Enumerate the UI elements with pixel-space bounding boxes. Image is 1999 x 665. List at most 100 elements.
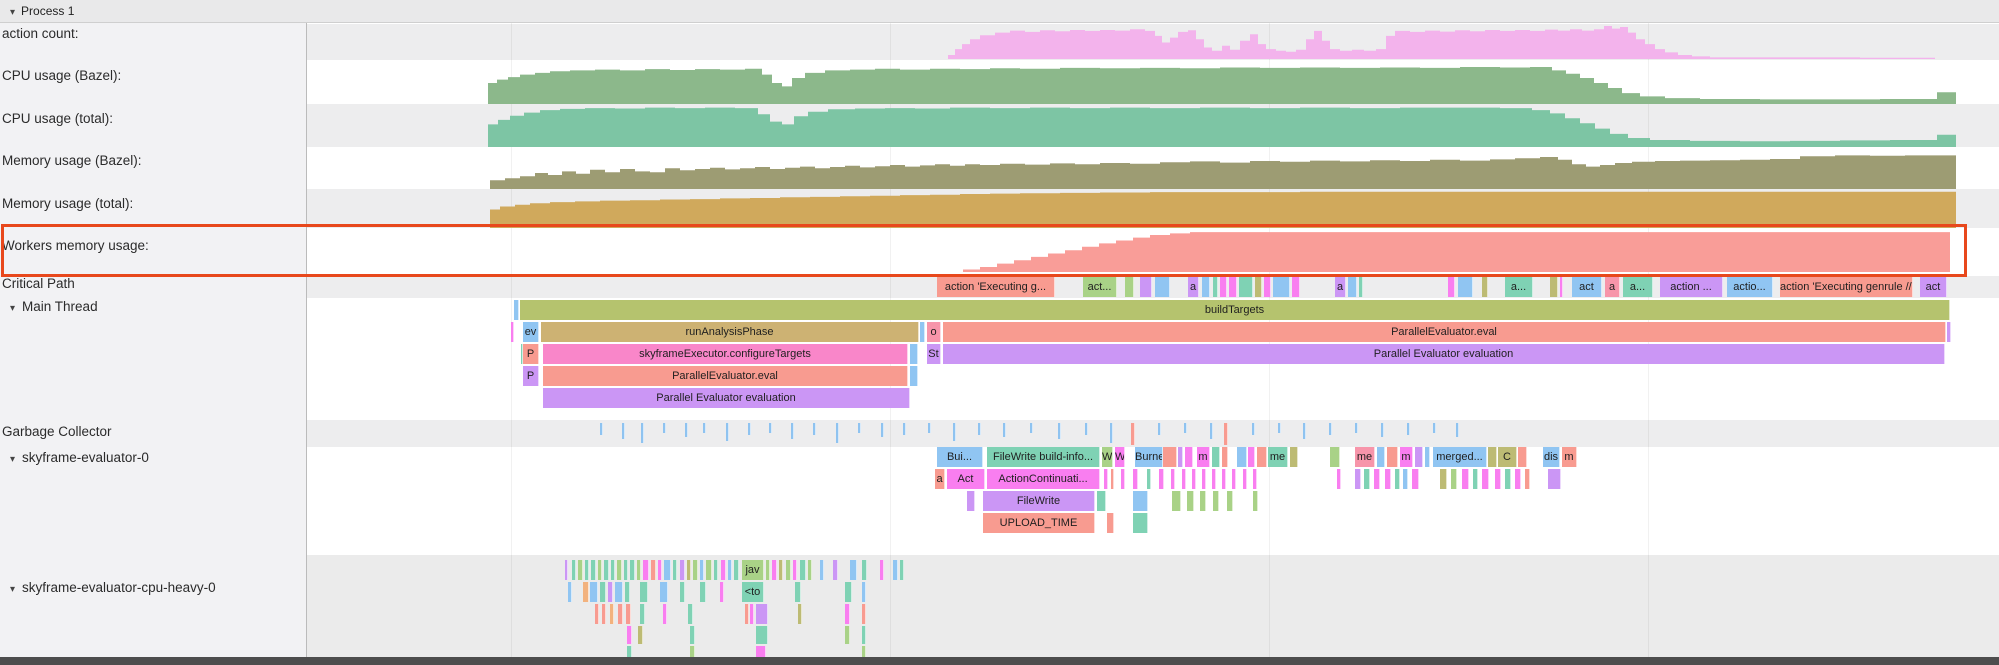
trace-event-sliver[interactable] <box>608 582 613 602</box>
trace-event-sliver[interactable] <box>1237 447 1247 467</box>
trace-event-sliver[interactable] <box>1253 491 1258 511</box>
trace-event-sliver[interactable] <box>624 560 628 580</box>
trace-event-sliver[interactable] <box>1104 469 1108 489</box>
trace-event-sliver[interactable] <box>769 423 772 433</box>
trace-event-sliver[interactable] <box>627 646 632 657</box>
trace-event-sliver[interactable] <box>978 423 981 435</box>
trace-event-block[interactable]: jav <box>742 560 764 580</box>
trace-event-block[interactable]: skyframeExecutor.configureTargets <box>543 344 908 364</box>
trace-event-sliver[interactable] <box>1303 423 1306 439</box>
trace-event-sliver[interactable] <box>591 560 596 580</box>
trace-event-sliver[interactable] <box>700 582 706 602</box>
trace-event-sliver[interactable] <box>1505 469 1511 489</box>
trace-event-sliver[interactable] <box>1097 491 1106 511</box>
trace-event-sliver[interactable] <box>772 560 777 580</box>
trace-event-block[interactable]: a... <box>1623 277 1653 297</box>
trace-event-sliver[interactable] <box>663 604 667 624</box>
trace-event-sliver[interactable] <box>862 560 867 580</box>
trace-event-sliver[interactable] <box>1947 322 1951 342</box>
trace-event-sliver[interactable] <box>511 322 514 342</box>
trace-event-sliver[interactable] <box>700 560 704 580</box>
sidebar-item-main-thread[interactable]: ▾ Main Thread <box>10 299 98 314</box>
trace-event-sliver[interactable] <box>1133 513 1148 533</box>
trace-event-sliver[interactable] <box>714 560 718 580</box>
trace-event-block[interactable]: a <box>935 469 945 489</box>
trace-event-sliver[interactable] <box>728 560 732 580</box>
trace-event-sliver[interactable] <box>845 604 850 624</box>
trace-event-block[interactable]: FileWrite <box>983 491 1095 511</box>
trace-event-sliver[interactable] <box>820 560 824 580</box>
trace-event-sliver[interactable] <box>1202 277 1210 297</box>
trace-event-sliver[interactable] <box>1337 469 1341 489</box>
trace-event-sliver[interactable] <box>521 344 523 364</box>
trace-event-sliver[interactable] <box>903 423 906 435</box>
trace-event-sliver[interactable] <box>1264 277 1271 297</box>
trace-event-sliver[interactable] <box>604 560 609 580</box>
trace-event-sliver[interactable] <box>1548 469 1561 489</box>
trace-event-sliver[interactable] <box>748 423 751 435</box>
trace-event-sliver[interactable] <box>845 582 852 602</box>
trace-event-sliver[interactable] <box>779 560 783 580</box>
trace-event-sliver[interactable] <box>600 423 603 435</box>
collapse-arrow-icon[interactable]: ▾ <box>10 584 16 595</box>
trace-event-sliver[interactable] <box>858 423 861 433</box>
trace-event-sliver[interactable] <box>627 626 632 644</box>
trace-event-sliver[interactable] <box>1171 469 1175 489</box>
trace-event-sliver[interactable] <box>1451 469 1457 489</box>
trace-event-sliver[interactable] <box>1121 469 1125 489</box>
trace-event-block[interactable]: buildTargets <box>520 300 1950 320</box>
trace-event-sliver[interactable] <box>1178 447 1183 467</box>
trace-event-block[interactable]: me <box>1268 447 1288 467</box>
trace-event-sliver[interactable] <box>1210 423 1213 439</box>
trace-event-sliver[interactable] <box>1239 277 1253 297</box>
memory-usage-bazel-chart[interactable] <box>0 149 1999 189</box>
trace-event-sliver[interactable] <box>1488 447 1497 467</box>
trace-event-sliver[interactable] <box>1110 423 1113 443</box>
trace-event-sliver[interactable] <box>793 560 797 580</box>
trace-event-block[interactable]: St <box>927 344 941 364</box>
trace-event-sliver[interactable] <box>850 560 857 580</box>
trace-event-sliver[interactable] <box>687 560 691 580</box>
trace-event-block[interactable]: a <box>1605 277 1620 297</box>
trace-event-block[interactable]: me <box>1355 447 1375 467</box>
trace-event-sliver[interactable] <box>1213 491 1219 511</box>
trace-event-sliver[interactable] <box>1462 469 1469 489</box>
trace-event-block[interactable]: P <box>523 366 539 386</box>
trace-event-sliver[interactable] <box>1248 447 1255 467</box>
trace-event-sliver[interactable] <box>600 582 606 602</box>
action-count-chart[interactable] <box>0 26 1999 59</box>
trace-event-sliver[interactable] <box>1212 447 1220 467</box>
trace-event-sliver[interactable] <box>1355 469 1361 489</box>
cpu-usage-total-chart[interactable] <box>0 106 1999 147</box>
trace-event-sliver[interactable] <box>1213 277 1218 297</box>
trace-event-sliver[interactable] <box>1433 423 1436 433</box>
trace-event-sliver[interactable] <box>660 582 668 602</box>
trace-event-sliver[interactable] <box>622 423 625 439</box>
trace-event-sliver[interactable] <box>643 560 649 580</box>
trace-event-sliver[interactable] <box>1133 491 1148 511</box>
trace-event-sliver[interactable] <box>598 560 602 580</box>
trace-event-sliver[interactable] <box>756 604 768 624</box>
trace-event-sliver[interactable] <box>1482 469 1489 489</box>
trace-event-sliver[interactable] <box>1330 447 1340 467</box>
trace-event-sliver[interactable] <box>1243 469 1247 489</box>
trace-event-sliver[interactable] <box>602 604 606 624</box>
trace-event-block[interactable]: ev <box>523 322 539 342</box>
trace-event-block[interactable]: runAnalysisPhase <box>541 322 919 342</box>
trace-event-sliver[interactable] <box>1407 423 1410 435</box>
trace-event-sliver[interactable] <box>1202 469 1206 489</box>
trace-event-sliver[interactable] <box>1359 277 1363 297</box>
trace-event-sliver[interactable] <box>862 604 866 624</box>
trace-event-sliver[interactable] <box>595 604 599 624</box>
collapse-arrow-icon[interactable]: ▾ <box>10 454 16 465</box>
trace-event-block[interactable]: Parallel Evaluator evaluation <box>943 344 1945 364</box>
trace-event-sliver[interactable] <box>625 582 630 602</box>
trace-event-sliver[interactable] <box>663 423 666 433</box>
trace-event-sliver[interactable] <box>1448 277 1455 297</box>
trace-event-sliver[interactable] <box>1495 469 1501 489</box>
trace-event-sliver[interactable] <box>734 560 739 580</box>
trace-event-sliver[interactable] <box>585 560 589 580</box>
trace-event-sliver[interactable] <box>1224 423 1228 445</box>
trace-event-block[interactable]: P <box>523 344 539 364</box>
trace-event-sliver[interactable] <box>1140 277 1152 297</box>
